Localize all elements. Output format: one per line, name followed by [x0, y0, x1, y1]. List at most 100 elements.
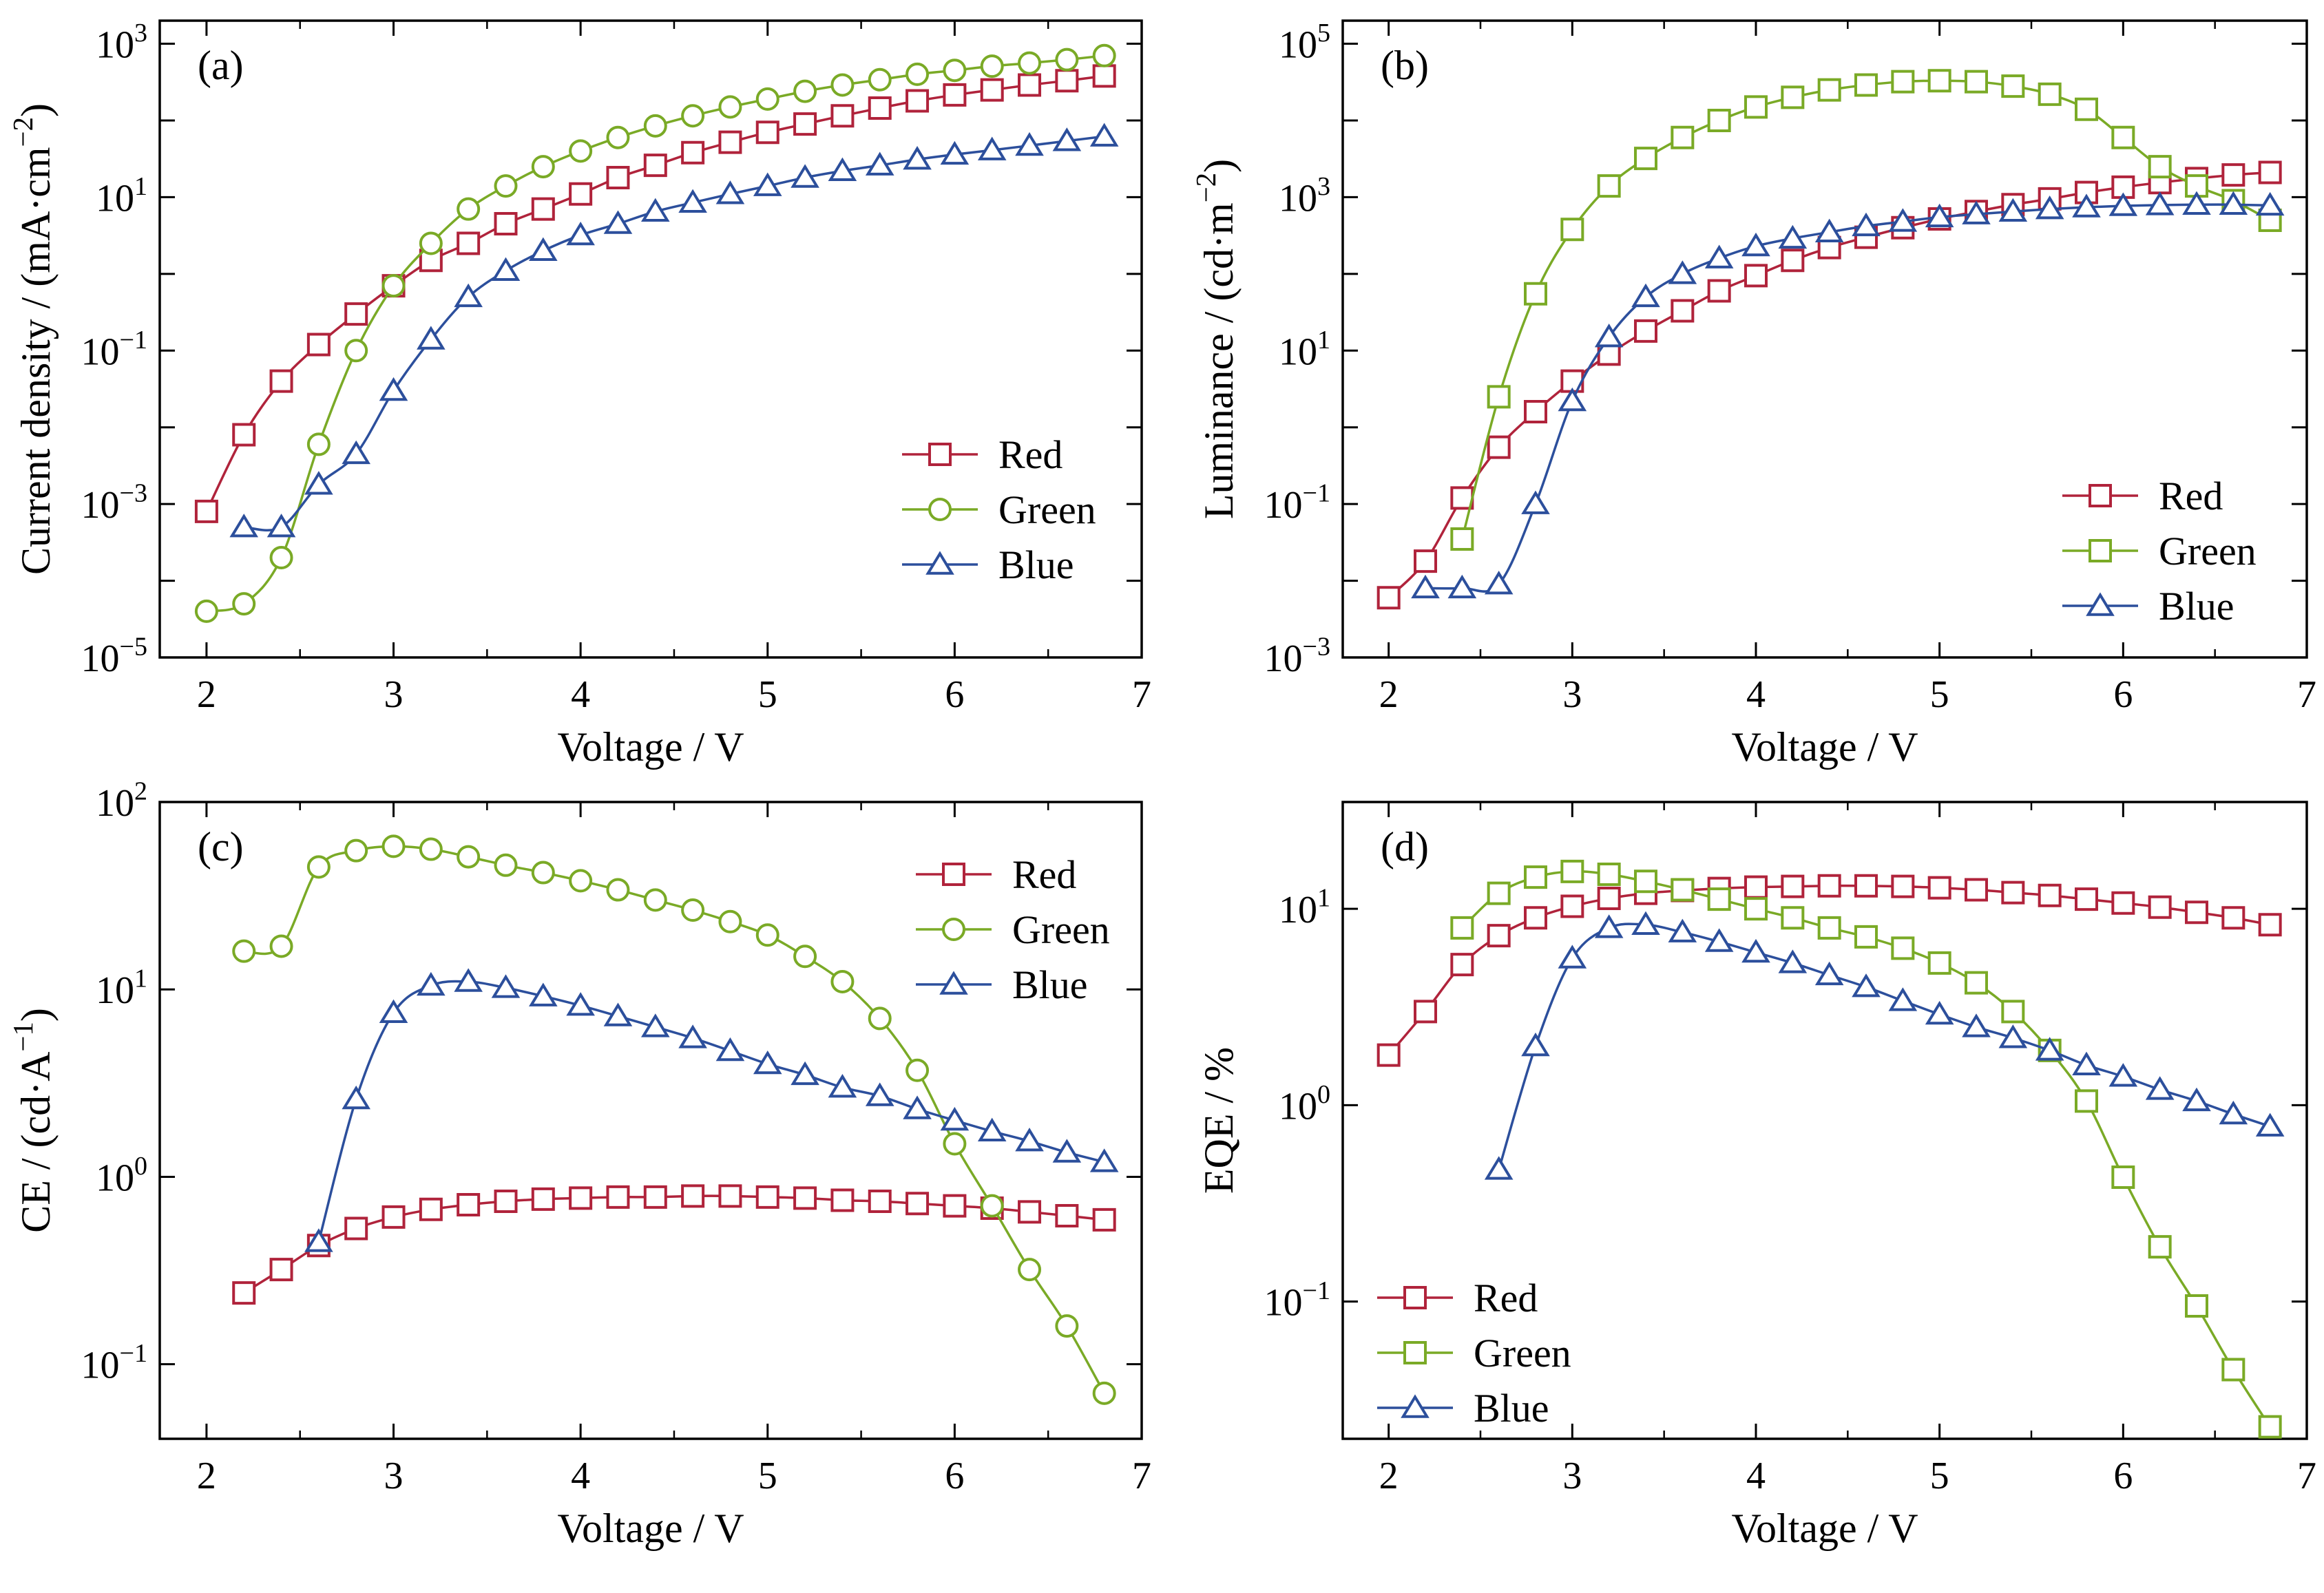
y-axis-label-group: Luminance / (cd·m−2) — [1191, 159, 1242, 519]
data-point — [494, 1190, 518, 1214]
data-point — [566, 221, 595, 246]
data-point — [755, 923, 779, 947]
y-tick-label-exp: 1 — [1317, 884, 1330, 913]
legend-marker — [1401, 1394, 1430, 1418]
data-point — [1055, 69, 1079, 93]
y-tick-label-exp: 0 — [1317, 1080, 1330, 1109]
data-point — [569, 139, 593, 163]
y-tick-label-base: 10 — [81, 1344, 119, 1387]
data-point — [1597, 862, 1621, 886]
y-tick-label-base: 10 — [1279, 889, 1317, 931]
data-point — [1704, 244, 1734, 268]
data-point — [1965, 70, 1988, 94]
data-point — [2219, 191, 2248, 215]
data-point — [868, 67, 892, 92]
data-point — [344, 838, 368, 863]
x-axis-label: Voltage / V — [1731, 1506, 1918, 1551]
data-point — [755, 87, 779, 111]
data-point — [1671, 878, 1695, 902]
data-point — [868, 96, 892, 120]
data-point — [828, 1073, 857, 1098]
legend-marker — [939, 971, 968, 995]
y-tick-label: 103 — [1279, 172, 1330, 220]
plot-frame — [1341, 801, 2308, 1440]
data-point — [1927, 876, 1951, 900]
data-point — [1927, 951, 1951, 975]
data-point — [2035, 1037, 2064, 1061]
data-point — [2038, 883, 2062, 907]
data-point — [1707, 279, 1731, 303]
data-point — [2001, 880, 2025, 905]
x-tick-label: 4 — [571, 1455, 590, 1497]
plot-frame — [158, 801, 1143, 1440]
data-point — [1817, 874, 1841, 898]
data-point — [943, 1194, 967, 1218]
data-point — [1962, 1013, 1991, 1037]
data-point — [2258, 913, 2282, 937]
data-point — [2111, 891, 2135, 915]
data-point — [1814, 218, 1844, 242]
x-tick-label: 5 — [758, 1455, 777, 1497]
y-tick-label: 101 — [1279, 326, 1330, 374]
legend-label: Green — [998, 487, 1096, 532]
data-point — [791, 164, 819, 188]
data-point — [1781, 906, 1805, 930]
data-point — [1414, 1000, 1437, 1024]
data-point — [2111, 1165, 2135, 1189]
data-point — [2075, 97, 2098, 121]
legend-label: Blue — [1012, 962, 1088, 1007]
data-point — [232, 423, 256, 447]
y-tick-label-exp: 5 — [1317, 19, 1330, 48]
data-point — [2075, 1089, 2098, 1113]
data-point — [344, 302, 368, 326]
data-point — [865, 1082, 894, 1106]
legend-label: Green — [1012, 907, 1110, 952]
data-point — [1854, 73, 1878, 97]
data-point — [1778, 949, 1808, 973]
data-point — [1594, 914, 1624, 938]
data-point — [1560, 218, 1584, 242]
data-point — [381, 1205, 406, 1229]
data-point — [828, 157, 857, 182]
y-tick-label-base: 10 — [96, 177, 134, 220]
data-point — [1450, 953, 1474, 977]
y-axis-label: EQE / % — [1196, 1047, 1242, 1194]
panel-label: (d) — [1381, 824, 1429, 869]
data-point — [1854, 925, 1878, 949]
data-point — [2221, 906, 2246, 930]
data-point — [2219, 1100, 2248, 1125]
data-point — [643, 154, 667, 178]
data-point — [1741, 938, 1770, 963]
y-tick-label-exp: −1 — [1302, 1276, 1330, 1305]
series-blue — [229, 123, 1119, 538]
data-point — [269, 546, 293, 570]
legend-marker — [928, 443, 952, 466]
data-point — [643, 1185, 667, 1209]
data-point — [1092, 64, 1116, 88]
data-point — [718, 909, 742, 933]
legend-marker — [928, 498, 952, 521]
y-tick-label: 101 — [96, 964, 147, 1013]
data-point — [1668, 260, 1697, 284]
data-point — [2255, 191, 2285, 216]
data-point — [569, 869, 593, 893]
data-point — [1376, 586, 1401, 610]
data-point — [1055, 48, 1079, 72]
data-point — [1668, 918, 1697, 942]
x-tick-label: 6 — [945, 673, 964, 716]
y-tick-label-exp: −1 — [1302, 479, 1330, 508]
y-axis-label-group: EQE / % — [1196, 1047, 1242, 1194]
data-point — [379, 377, 408, 401]
data-point — [977, 136, 1007, 160]
plot-frame — [158, 19, 1143, 659]
x-tick-label: 2 — [197, 1455, 216, 1497]
data-point — [232, 939, 256, 963]
data-point — [1089, 123, 1119, 147]
data-point — [940, 1106, 970, 1131]
legend: Red Green Blue — [916, 852, 1110, 1007]
data-point — [342, 1085, 370, 1110]
x-tick-label: 5 — [1930, 1455, 1949, 1497]
legend-label: Red — [998, 432, 1062, 477]
data-point — [681, 104, 705, 128]
data-point — [2182, 191, 2211, 215]
